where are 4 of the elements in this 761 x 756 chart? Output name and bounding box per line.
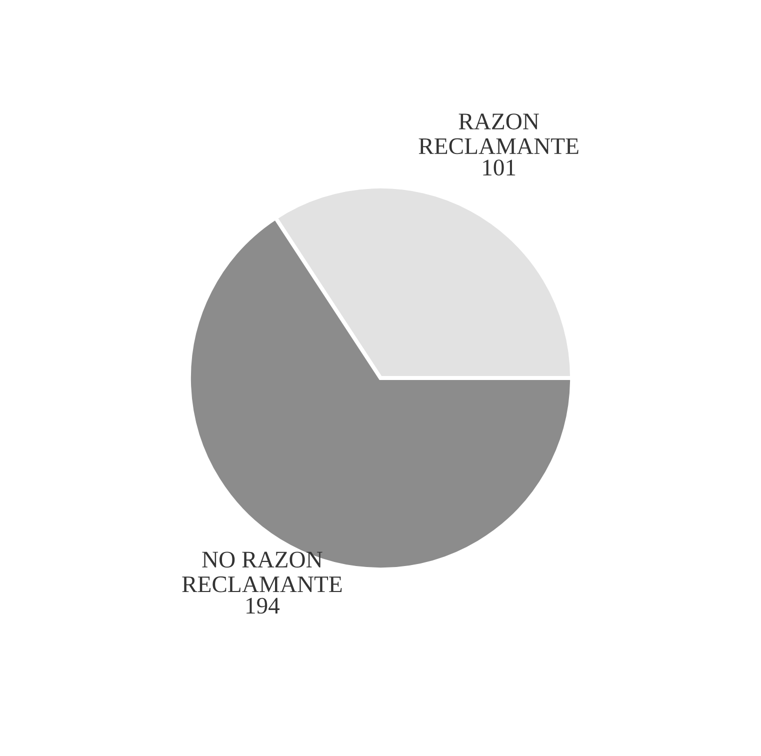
data-label: 194: [246, 598, 280, 614]
data-label: 101: [483, 160, 516, 176]
slice-label: RAZON RECLAMANTE: [418, 114, 578, 154]
slice-label: NO RAZON RECLAMANTE: [182, 552, 342, 592]
